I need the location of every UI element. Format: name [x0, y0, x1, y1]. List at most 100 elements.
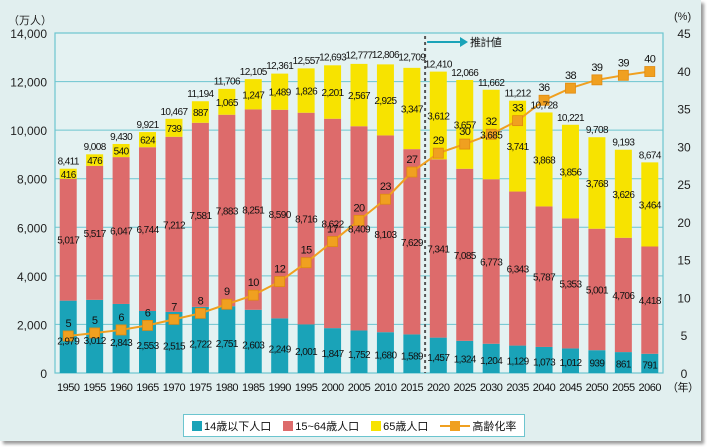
value-label-65plus: 2,925	[374, 96, 397, 107]
value-label-65plus: 540	[114, 147, 130, 158]
bar-segment-under14	[297, 324, 315, 373]
bar-segment-under14	[244, 309, 262, 373]
bar-segment-under14	[614, 352, 632, 373]
bar-segment-65plus	[324, 65, 342, 119]
value-label-65plus: 3,868	[533, 155, 556, 166]
value-label-total: 10,728	[531, 100, 559, 111]
value-label-under14: 1,589	[401, 352, 424, 363]
bar-segment-under14	[165, 311, 183, 373]
value-label-under14: 1,847	[322, 349, 345, 360]
value-label-65plus: 1,489	[269, 88, 292, 99]
x-tick-label: 2000	[321, 382, 344, 394]
x-tick-label: 2025	[453, 382, 476, 394]
x-tick-label: 2015	[401, 382, 424, 394]
right-tick-label: 10	[677, 291, 691, 305]
aging-rate-label: 39	[618, 57, 630, 69]
value-label-under14: 2,515	[163, 342, 186, 353]
value-label-65plus: 3,685	[480, 131, 503, 142]
bar-segment-15to64	[456, 168, 474, 341]
aging-rate-label: 33	[512, 103, 524, 115]
left-tick-label: 14,000	[10, 27, 47, 41]
left-tick-label: 4,000	[17, 270, 47, 284]
aging-rate-marker	[142, 319, 153, 331]
legend-item-under14: 14歳以下人口	[192, 418, 271, 434]
aging-rate-marker	[353, 214, 365, 226]
aging-rate-label: 40	[644, 54, 656, 66]
aging-rate-marker	[512, 115, 524, 127]
bar-segment-under14	[561, 348, 579, 373]
value-label-15to64: 8,716	[295, 215, 318, 226]
aging-rate-label: 27	[406, 154, 418, 166]
right-tick-label: 45	[677, 27, 691, 41]
left-tick-label: 10,000	[10, 124, 47, 138]
value-label-65plus: 2,201	[322, 88, 345, 99]
bar-segment-under14	[588, 350, 606, 373]
value-label-under14: 1,457	[427, 353, 450, 364]
value-label-total: 9,430	[110, 132, 133, 143]
bar-segment-65plus	[297, 68, 315, 113]
x-tick-label: 1955	[83, 382, 106, 394]
bar-segment-65plus	[376, 64, 394, 136]
value-label-65plus: 3,856	[559, 168, 582, 179]
legend-label: 15~64歳人口	[295, 420, 360, 433]
bar-segment-65plus	[86, 154, 104, 166]
legend-swatch	[283, 420, 294, 431]
value-label-total: 12,777	[346, 51, 374, 62]
value-label-total: 8,411	[58, 157, 80, 168]
x-tick-label: 1995	[295, 382, 318, 394]
bar-segment-15to64	[165, 136, 183, 312]
aging-rate-label: 36	[539, 82, 551, 94]
bar-segment-under14	[641, 353, 659, 373]
value-label-15to64: 8,622	[322, 219, 345, 230]
aging-rate-marker	[194, 307, 206, 319]
value-label-65plus: 1,065	[216, 98, 239, 109]
value-label-total: 10,467	[160, 107, 188, 118]
aging-rate-marker	[565, 82, 576, 94]
legend-swatch	[192, 420, 202, 431]
aging-rate-label: 32	[486, 116, 498, 128]
left-tick-label: 6,000	[17, 221, 47, 235]
aging-rate-marker	[62, 330, 74, 342]
aging-rate-label: 38	[565, 70, 577, 82]
aging-rate-label: 5	[92, 315, 98, 327]
value-label-15to64: 6,773	[480, 258, 503, 269]
right-tick-label: 30	[677, 140, 691, 154]
aging-rate-label: 8	[198, 295, 204, 307]
aging-rate-marker	[115, 324, 127, 336]
bar-segment-under14	[376, 332, 394, 373]
value-label-under14: 2,751	[216, 339, 239, 350]
bar-segment-15to64	[350, 126, 368, 331]
bar-segment-under14	[350, 330, 368, 373]
bar-segment-15to64	[191, 122, 209, 307]
legend-swatch	[371, 420, 382, 431]
bar-segment-65plus	[561, 124, 579, 219]
bar-segment-15to64	[509, 191, 527, 346]
x-tick-label: 2035	[506, 382, 529, 394]
value-label-65plus: 476	[87, 156, 103, 167]
value-label-total: 11,662	[478, 78, 505, 89]
bar-segment-65plus	[614, 149, 632, 238]
value-label-65plus: 887	[193, 108, 209, 119]
left-axis-unit: （万人）	[8, 14, 52, 27]
bar-segment-65plus	[244, 79, 262, 110]
x-tick-label: 2030	[480, 382, 503, 394]
aging-rate-label: 6	[145, 307, 151, 319]
bar-segment-65plus	[59, 168, 77, 179]
value-label-65plus: 1,826	[295, 87, 318, 98]
value-label-65plus: 3,464	[639, 200, 662, 211]
x-tick-label: 1960	[110, 382, 133, 394]
aging-rate-marker	[221, 298, 233, 310]
projection-arrow-head	[460, 37, 468, 47]
bar-segment-under14	[271, 318, 289, 373]
left-tick-label: 0	[40, 367, 47, 381]
value-label-65plus: 3,347	[401, 104, 424, 115]
bar-segment-15to64	[403, 149, 421, 335]
aging-rate-marker	[327, 236, 338, 247]
value-label-under14: 2,249	[269, 344, 292, 355]
value-label-total: 11,194	[187, 89, 214, 100]
bar-segment-15to64	[86, 165, 104, 300]
aging-rate-label: 39	[591, 62, 603, 74]
aging-rate-label: 15	[301, 245, 313, 257]
right-tick-label: 25	[677, 178, 691, 192]
legend: 14歳以下人口 15~64歳人口 65歳人口 高齢化率	[183, 414, 526, 437]
